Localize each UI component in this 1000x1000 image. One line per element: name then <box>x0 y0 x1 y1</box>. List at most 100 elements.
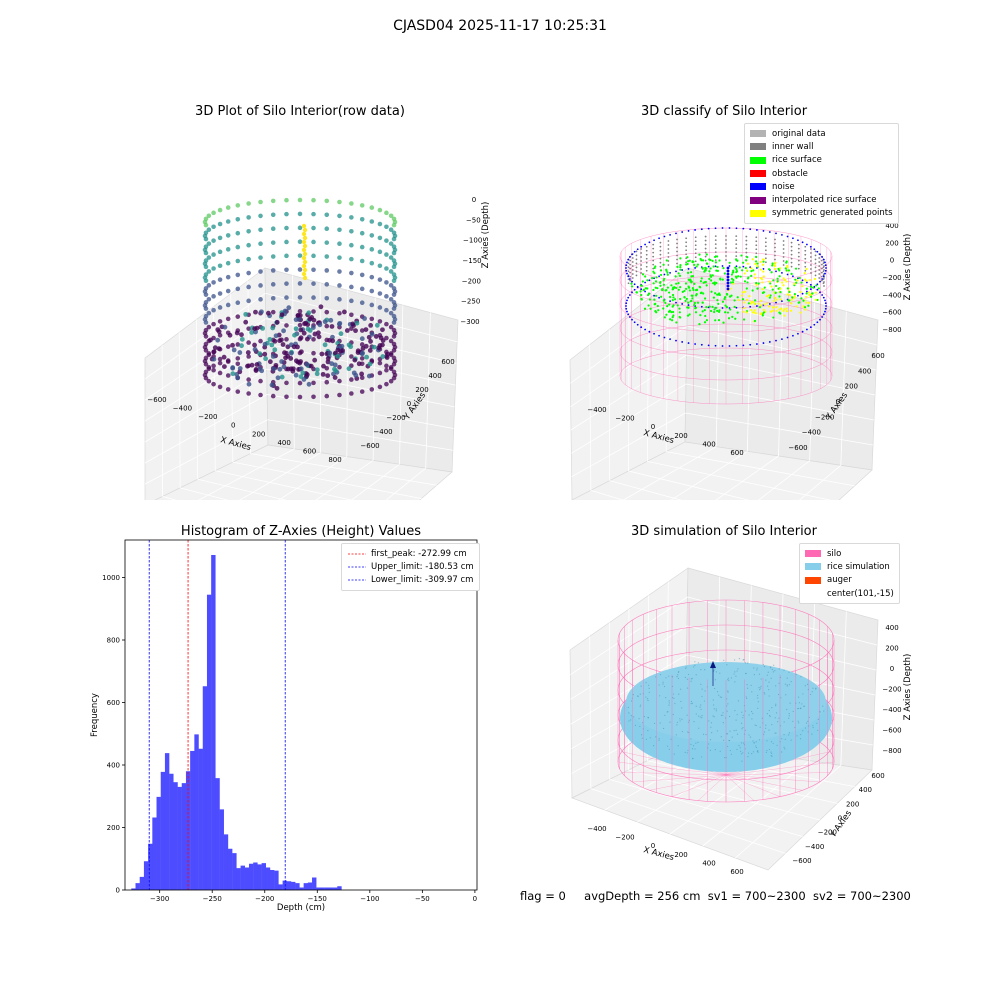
raw-data-point <box>270 393 276 399</box>
classify-point <box>725 255 727 257</box>
classify-point <box>694 256 697 259</box>
histogram-bar <box>328 887 334 890</box>
classify-point <box>671 293 675 297</box>
raw-data-point <box>324 309 330 315</box>
sim-rice-point <box>655 736 657 738</box>
classify-point <box>686 314 690 317</box>
classify-point <box>764 249 767 252</box>
classify-point <box>792 275 794 278</box>
raw-data-point <box>391 355 397 361</box>
sim-rice-point <box>734 709 736 712</box>
raw-x-tick-label: 600 <box>303 447 316 455</box>
raw-data-point <box>369 316 375 322</box>
classify-point <box>783 278 787 282</box>
raw-data-point <box>324 379 330 385</box>
raw-data-point <box>216 346 222 352</box>
sim-rice-point <box>726 710 728 712</box>
raw-data-point <box>258 338 263 344</box>
classify-point <box>652 247 655 250</box>
sim-rice-point <box>710 722 713 724</box>
classify-point <box>735 265 738 268</box>
raw-data-point <box>297 239 303 245</box>
classify-point <box>721 307 724 309</box>
classify-point <box>753 309 756 312</box>
classify-point <box>742 344 745 347</box>
classify-point <box>740 294 744 297</box>
sim-rice-point <box>817 729 819 731</box>
raw-data-point <box>270 353 276 359</box>
classify-point <box>694 289 698 292</box>
raw-data-point <box>246 354 251 359</box>
classify-point <box>822 278 825 281</box>
raw-data-point <box>252 326 258 332</box>
classify-point <box>667 252 670 254</box>
raw-data-point <box>337 297 342 302</box>
classify-point <box>683 296 686 299</box>
sim-rice-point <box>698 715 700 717</box>
classify-point <box>678 274 682 277</box>
sim-rice-point <box>641 737 643 739</box>
raw-data-point <box>355 348 361 354</box>
classify-point <box>744 266 747 270</box>
raw-data-point <box>298 327 304 333</box>
classify-point <box>648 298 652 301</box>
histogram-xtick-label: −250 <box>203 895 222 903</box>
raw-data-point <box>297 197 303 203</box>
classify-point <box>653 239 655 242</box>
sim-rice-point <box>797 696 800 698</box>
histogram-bar <box>131 888 136 890</box>
classify-point <box>665 259 668 262</box>
raw-data-point <box>217 207 223 213</box>
sim-legend-swatch <box>805 576 821 584</box>
raw-data-point <box>388 324 394 330</box>
classify-point <box>681 231 684 233</box>
raw-data-point <box>388 213 394 219</box>
raw-data-point <box>359 371 365 377</box>
classify-point <box>802 299 805 302</box>
sim-rice-point <box>714 679 716 681</box>
classify-point <box>796 279 799 282</box>
sim-rice-point <box>768 748 771 751</box>
raw-data-point <box>267 359 273 365</box>
classify-point <box>699 314 702 317</box>
classify-point <box>750 274 753 277</box>
histogram-bar <box>240 865 245 890</box>
raw-data-point <box>235 300 241 306</box>
classify-point <box>745 251 748 254</box>
raw-data-point <box>337 364 342 370</box>
classify-legend-swatch <box>750 196 766 204</box>
classify-point <box>782 284 785 287</box>
classify-point <box>730 277 734 280</box>
sim-rice-point <box>639 693 641 695</box>
classify-point <box>801 241 804 244</box>
classify-point <box>797 294 799 297</box>
classify-point <box>714 259 717 262</box>
classify-point <box>640 245 643 248</box>
raw-data-point <box>217 235 223 241</box>
sim-rice-point <box>690 703 692 705</box>
sim-rice-point <box>695 674 697 676</box>
raw-data-point <box>243 319 249 325</box>
sim-rice-point <box>632 694 634 696</box>
raw-data-point <box>369 219 375 224</box>
raw-data-point <box>295 312 301 318</box>
classify-point <box>822 266 825 269</box>
classify-legend-item: interpolated rice surface <box>750 193 893 206</box>
classify-point <box>633 321 636 324</box>
sim-rice-point <box>727 679 729 681</box>
classify-point <box>809 283 812 286</box>
sim-rice-point <box>664 714 666 716</box>
classify-point <box>727 317 731 320</box>
sim-rice-point <box>736 733 739 735</box>
raw-data-point <box>301 255 307 261</box>
classify-point <box>640 268 643 270</box>
classify-point <box>711 274 714 277</box>
sim-legend-swatch <box>805 590 821 597</box>
classify-point <box>659 249 662 252</box>
classify-plot-title: 3D classify of Silo Interior <box>640 104 808 119</box>
raw-data-point <box>258 378 263 384</box>
classify-point <box>790 241 793 244</box>
sim-rice-point <box>738 744 740 747</box>
classify-point <box>652 288 655 292</box>
raw-data-point <box>243 311 249 317</box>
